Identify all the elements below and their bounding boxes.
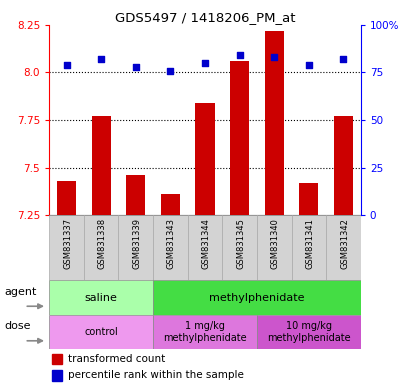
Bar	[118, 215, 153, 280]
Bar	[299, 183, 318, 215]
Bar	[256, 315, 360, 349]
Text: GSM831337: GSM831337	[63, 218, 72, 270]
Bar	[49, 280, 153, 315]
Text: transformed count: transformed count	[68, 354, 165, 364]
Bar	[91, 116, 110, 215]
Point	[339, 56, 346, 62]
Bar	[153, 215, 187, 280]
Bar	[195, 103, 214, 215]
Text: saline: saline	[85, 293, 117, 303]
Text: GSM831344: GSM831344	[201, 218, 210, 269]
Text: methylphenidate: methylphenidate	[209, 293, 304, 303]
Text: percentile rank within the sample: percentile rank within the sample	[68, 370, 243, 381]
Bar	[57, 181, 76, 215]
Bar	[52, 370, 61, 381]
Text: GSM831345: GSM831345	[236, 218, 245, 269]
Bar	[83, 215, 118, 280]
Text: 1 mg/kg
methylphenidate: 1 mg/kg methylphenidate	[163, 321, 246, 343]
Point	[236, 52, 242, 58]
Bar	[49, 315, 153, 349]
Bar	[333, 116, 352, 215]
Bar	[256, 215, 291, 280]
Bar	[160, 194, 180, 215]
Text: GSM831339: GSM831339	[132, 218, 141, 269]
Point	[132, 64, 139, 70]
Bar	[126, 175, 145, 215]
Point	[305, 62, 311, 68]
Text: GSM831340: GSM831340	[270, 218, 279, 269]
Bar	[326, 215, 360, 280]
Bar	[229, 61, 249, 215]
Text: GSM831338: GSM831338	[97, 218, 106, 270]
Bar	[52, 354, 61, 364]
Bar	[264, 31, 283, 215]
Point	[167, 68, 173, 74]
Point	[98, 56, 104, 62]
Text: 10 mg/kg
methylphenidate: 10 mg/kg methylphenidate	[266, 321, 350, 343]
Text: GSM831343: GSM831343	[166, 218, 175, 269]
Text: GSM831342: GSM831342	[339, 218, 348, 269]
Point	[201, 60, 208, 66]
Point	[63, 62, 70, 68]
Text: dose: dose	[4, 321, 31, 331]
Text: GSM831341: GSM831341	[305, 218, 314, 269]
Bar	[153, 315, 256, 349]
Bar	[153, 280, 360, 315]
Bar	[49, 215, 83, 280]
Bar	[222, 215, 256, 280]
Text: control: control	[84, 327, 118, 337]
Bar	[187, 215, 222, 280]
Point	[270, 54, 277, 60]
Bar	[291, 215, 326, 280]
Text: agent: agent	[4, 287, 36, 297]
Title: GDS5497 / 1418206_PM_at: GDS5497 / 1418206_PM_at	[115, 11, 294, 24]
